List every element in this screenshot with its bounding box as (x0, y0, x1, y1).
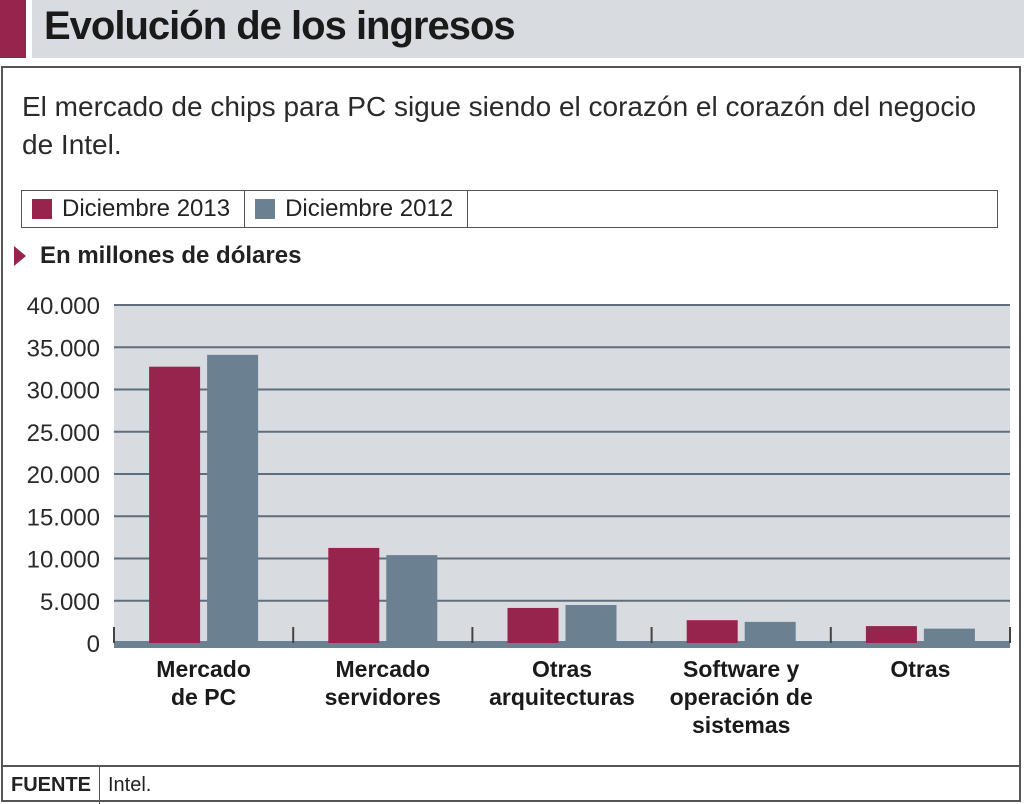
unit-label-text: En millones de dólares (40, 242, 302, 269)
title-accent (0, 0, 26, 58)
y-tick-label: 25.000 (27, 420, 100, 447)
title-bar: Evolución de los ingresos (0, 0, 1024, 58)
x-category-label: de PC (171, 684, 236, 710)
x-category-label: Otras (532, 656, 592, 682)
legend: Diciembre 2013 Diciembre 2012 (21, 190, 998, 228)
x-axis-baseline (114, 641, 1010, 648)
y-tick-label: 35.000 (27, 335, 100, 362)
x-category-label: arquitecturas (489, 684, 635, 710)
triangle-bullet-icon (14, 246, 26, 266)
bar-2012 (386, 555, 438, 643)
legend-swatch-2013 (32, 199, 52, 219)
legend-label-2013: Diciembre 2013 (62, 195, 231, 222)
legend-item-2012: Diciembre 2012 (245, 191, 469, 227)
y-tick-label: 30.000 (27, 378, 100, 405)
y-tick-label: 20.000 (27, 462, 100, 489)
x-category-label: operación de (670, 684, 813, 710)
source-label: FUENTE (1, 767, 100, 804)
chart-title: Evolución de los ingresos (44, 4, 516, 48)
bar-2012 (923, 628, 975, 643)
x-category-label: Mercado (336, 656, 431, 682)
legend-swatch-2012 (255, 199, 276, 219)
legend-label-2012: Diciembre 2012 (285, 195, 454, 222)
y-tick-label: 10.000 (27, 547, 100, 574)
chart-subtitle: El mercado de chips para PC sigue siendo… (22, 91, 977, 160)
unit-label: En millones de dólares (14, 242, 301, 270)
bar-2012 (207, 354, 259, 643)
x-category-label: Mercado (156, 656, 251, 682)
bar-2013 (328, 547, 380, 643)
legend-item-2013: Diciembre 2013 (22, 191, 246, 227)
y-tick-label: 40.000 (27, 293, 100, 320)
bar-2013 (507, 607, 559, 643)
source-row: FUENTE Intel. (1, 765, 1021, 804)
bar-2012 (744, 621, 796, 643)
x-category-label: Software y (683, 656, 800, 682)
bar-chart: 0 5.000 10.000 15.000 20.000 25.000 30.000 35.0… (27, 293, 1011, 738)
bar-2012 (565, 604, 617, 643)
source-value: Intel. (108, 774, 152, 796)
bar-2013 (149, 366, 201, 643)
bar-2013 (865, 626, 917, 643)
x-category-label: sistemas (692, 712, 790, 738)
y-tick-label: 5.000 (40, 589, 100, 616)
bar-2013 (686, 620, 738, 643)
y-tick-label: 15.000 (27, 504, 100, 531)
title-background (32, 0, 1024, 58)
chart-frame (1, 66, 1021, 802)
x-category-label: servidores (325, 684, 441, 710)
x-category-label: Otras (890, 656, 950, 682)
y-tick-label: 0 (87, 631, 100, 658)
